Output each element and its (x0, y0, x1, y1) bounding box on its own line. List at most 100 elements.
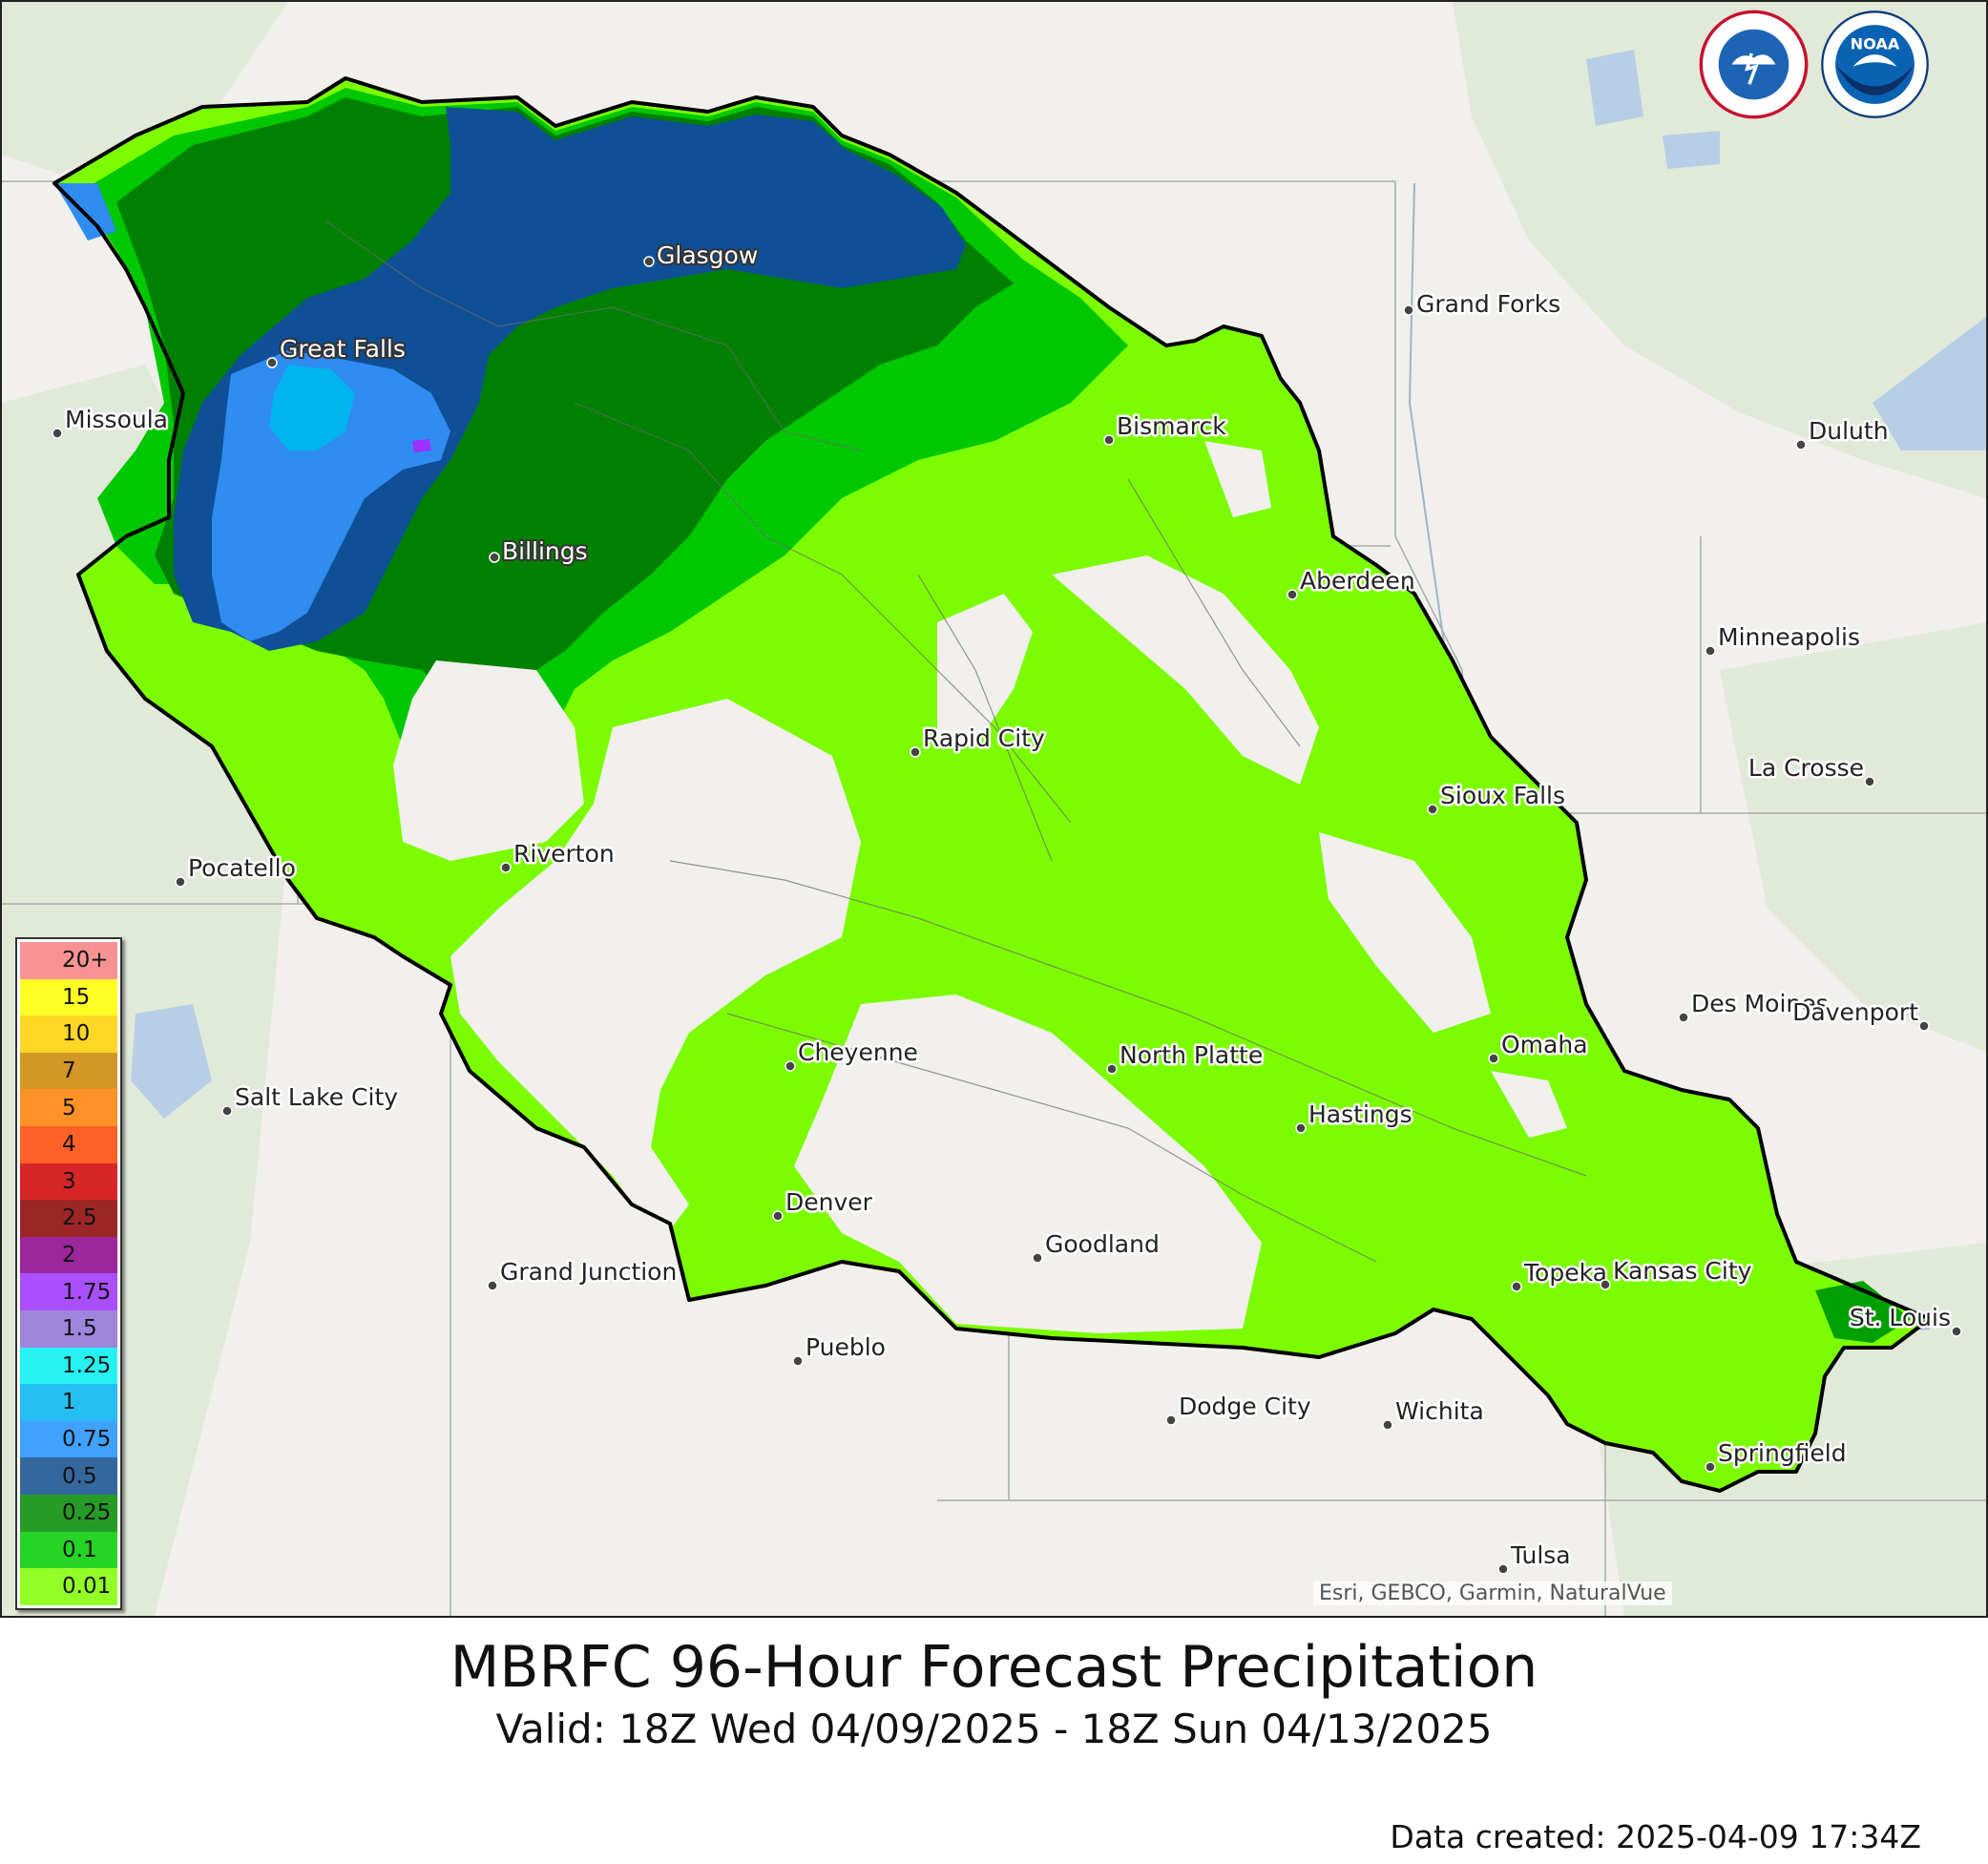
city-label: Davenport (1792, 998, 1918, 1026)
city-marker: Riverton (500, 838, 617, 873)
legend-color-fill (20, 942, 117, 979)
city-dot (910, 746, 921, 758)
city-label: Wichita (1395, 1397, 1484, 1425)
city-label: Missoula (65, 406, 168, 433)
legend-row: 0.5 (20, 1457, 117, 1495)
legend-row: 1.75 (20, 1273, 117, 1310)
city-label: Aberdeen (1300, 567, 1415, 595)
city-dot (1678, 1012, 1689, 1023)
legend-color-fill (20, 1420, 117, 1458)
legend-row: 4 (20, 1125, 117, 1163)
city-label: Topeka (1523, 1259, 1607, 1287)
legend-label: 0.01 (62, 1574, 112, 1600)
precipitation-bands (54, 78, 1930, 1491)
city-marker: St. Louis (1847, 1302, 1962, 1337)
city-dot (1705, 1461, 1716, 1473)
city-dot (1382, 1419, 1393, 1431)
legend-row: 0.75 (20, 1420, 117, 1458)
city-markers: Glasgow Great Falls Billings Grand Forks Mis… (52, 240, 1962, 1575)
legend-swatch: 1.5 (20, 1309, 117, 1348)
legend-row: 7 (20, 1052, 117, 1090)
city-label: Pocatello (188, 854, 296, 882)
mbrfc-basin-outline (52, 76, 1932, 1493)
city-dot (785, 1060, 796, 1072)
city-marker: Sioux Falls (1427, 780, 1568, 815)
legend-label: 4 (62, 1132, 76, 1158)
city-label: Grand Forks (1416, 290, 1560, 318)
legend-swatch: 0.25 (20, 1494, 117, 1532)
map-frame: Glasgow Great Falls Billings Grand Forks Mis… (0, 0, 1988, 1618)
legend-row: 1 (20, 1384, 117, 1421)
basemap-lakes (131, 50, 1986, 1119)
city-dot (221, 1105, 233, 1117)
legend-row: 15 (20, 978, 117, 1016)
city-label: Pueblo (806, 1333, 886, 1361)
precipitation-map: Glasgow Great Falls Billings Grand Forks Mis… (2, 2, 1986, 1616)
legend-color-fill (20, 1494, 117, 1532)
legend-label: 0.1 (62, 1537, 97, 1562)
city-marker: Des Moines (1678, 988, 1831, 1023)
city-dot (1497, 1563, 1509, 1575)
legend-swatch: 1.75 (20, 1273, 117, 1310)
city-marker: Springfield (1705, 1437, 1849, 1473)
city-label: North Platte (1120, 1041, 1263, 1069)
legend-row: 0.1 (20, 1531, 117, 1569)
legend-swatch: 20+ (20, 942, 117, 979)
city-marker: North Platte (1106, 1039, 1266, 1075)
legend-color-fill (20, 978, 117, 1016)
city-dot (1032, 1252, 1043, 1264)
sub-basin-lines (325, 220, 1587, 1263)
city-dot (1864, 776, 1875, 787)
city-dot (487, 1280, 498, 1291)
map-title: MBRFC 96-Hour Forecast Precipitation (450, 1634, 1538, 1701)
legend-label: 2.5 (62, 1205, 97, 1231)
agency-logos: NOAA (1699, 10, 1930, 119)
city-dot (1103, 434, 1115, 446)
legend-row: 2.5 (20, 1200, 117, 1237)
city-marker: Missoula (52, 404, 170, 439)
legend-swatch: 5 (20, 1089, 117, 1126)
city-marker: Pueblo (792, 1331, 888, 1367)
city-marker: Grand Forks (1403, 288, 1563, 321)
city-marker: Grand Junction (487, 1256, 680, 1291)
city-dot (175, 876, 186, 888)
legend-color-fill (20, 1162, 117, 1201)
legend-color-fill (20, 1052, 117, 1090)
legend-label: 10 (62, 1021, 91, 1047)
city-dot (1295, 1122, 1307, 1134)
city-label: Duluth (1809, 417, 1889, 445)
city-label: Great Falls (280, 335, 406, 363)
legend-label: 7 (62, 1058, 76, 1084)
city-label: Denver (785, 1188, 873, 1216)
legend-row: 10 (20, 1016, 117, 1053)
nws-logo (1699, 10, 1809, 119)
band-1 (269, 365, 355, 450)
legend-swatch: 10 (20, 1016, 117, 1053)
legend-color-fill (20, 1384, 117, 1421)
legend-label: 5 (62, 1095, 76, 1120)
data-created-timestamp: Data created: 2025-04-09 17:34Z (1390, 1818, 1921, 1855)
lake-superior (1873, 317, 1986, 450)
city-dot (1795, 439, 1807, 450)
legend-row: 5 (20, 1089, 117, 1126)
legend-swatch: 0.75 (20, 1420, 117, 1458)
city-marker: Salt Lake City (221, 1081, 401, 1117)
legend-color-fill (20, 1200, 117, 1237)
map-subtitle: Valid: 18Z Wed 04/09/2025 - 18Z Sun 04/1… (495, 1706, 1493, 1752)
legend-label: 1.5 (62, 1316, 97, 1342)
city-label: Sioux Falls (1440, 782, 1565, 809)
city-marker: Minneapolis (1705, 621, 1863, 657)
legend-row: 20+ (20, 942, 117, 979)
legend-row: 3 (20, 1162, 117, 1201)
city-dot (1705, 645, 1716, 657)
city-dot (1511, 1281, 1522, 1292)
city-label: Rapid City (923, 724, 1045, 752)
city-marker: Omaha (1488, 1029, 1590, 1064)
legend-label: 1 (62, 1390, 76, 1415)
city-dot (1951, 1326, 1962, 1337)
band-175 (412, 439, 431, 452)
city-label: St. Louis (1850, 1304, 1951, 1331)
city-marker: Rapid City (910, 723, 1047, 758)
map-attribution: Esri, GEBCO, Garmin, NaturalVue (1313, 1581, 1672, 1605)
city-marker: Pocatello (175, 852, 298, 888)
